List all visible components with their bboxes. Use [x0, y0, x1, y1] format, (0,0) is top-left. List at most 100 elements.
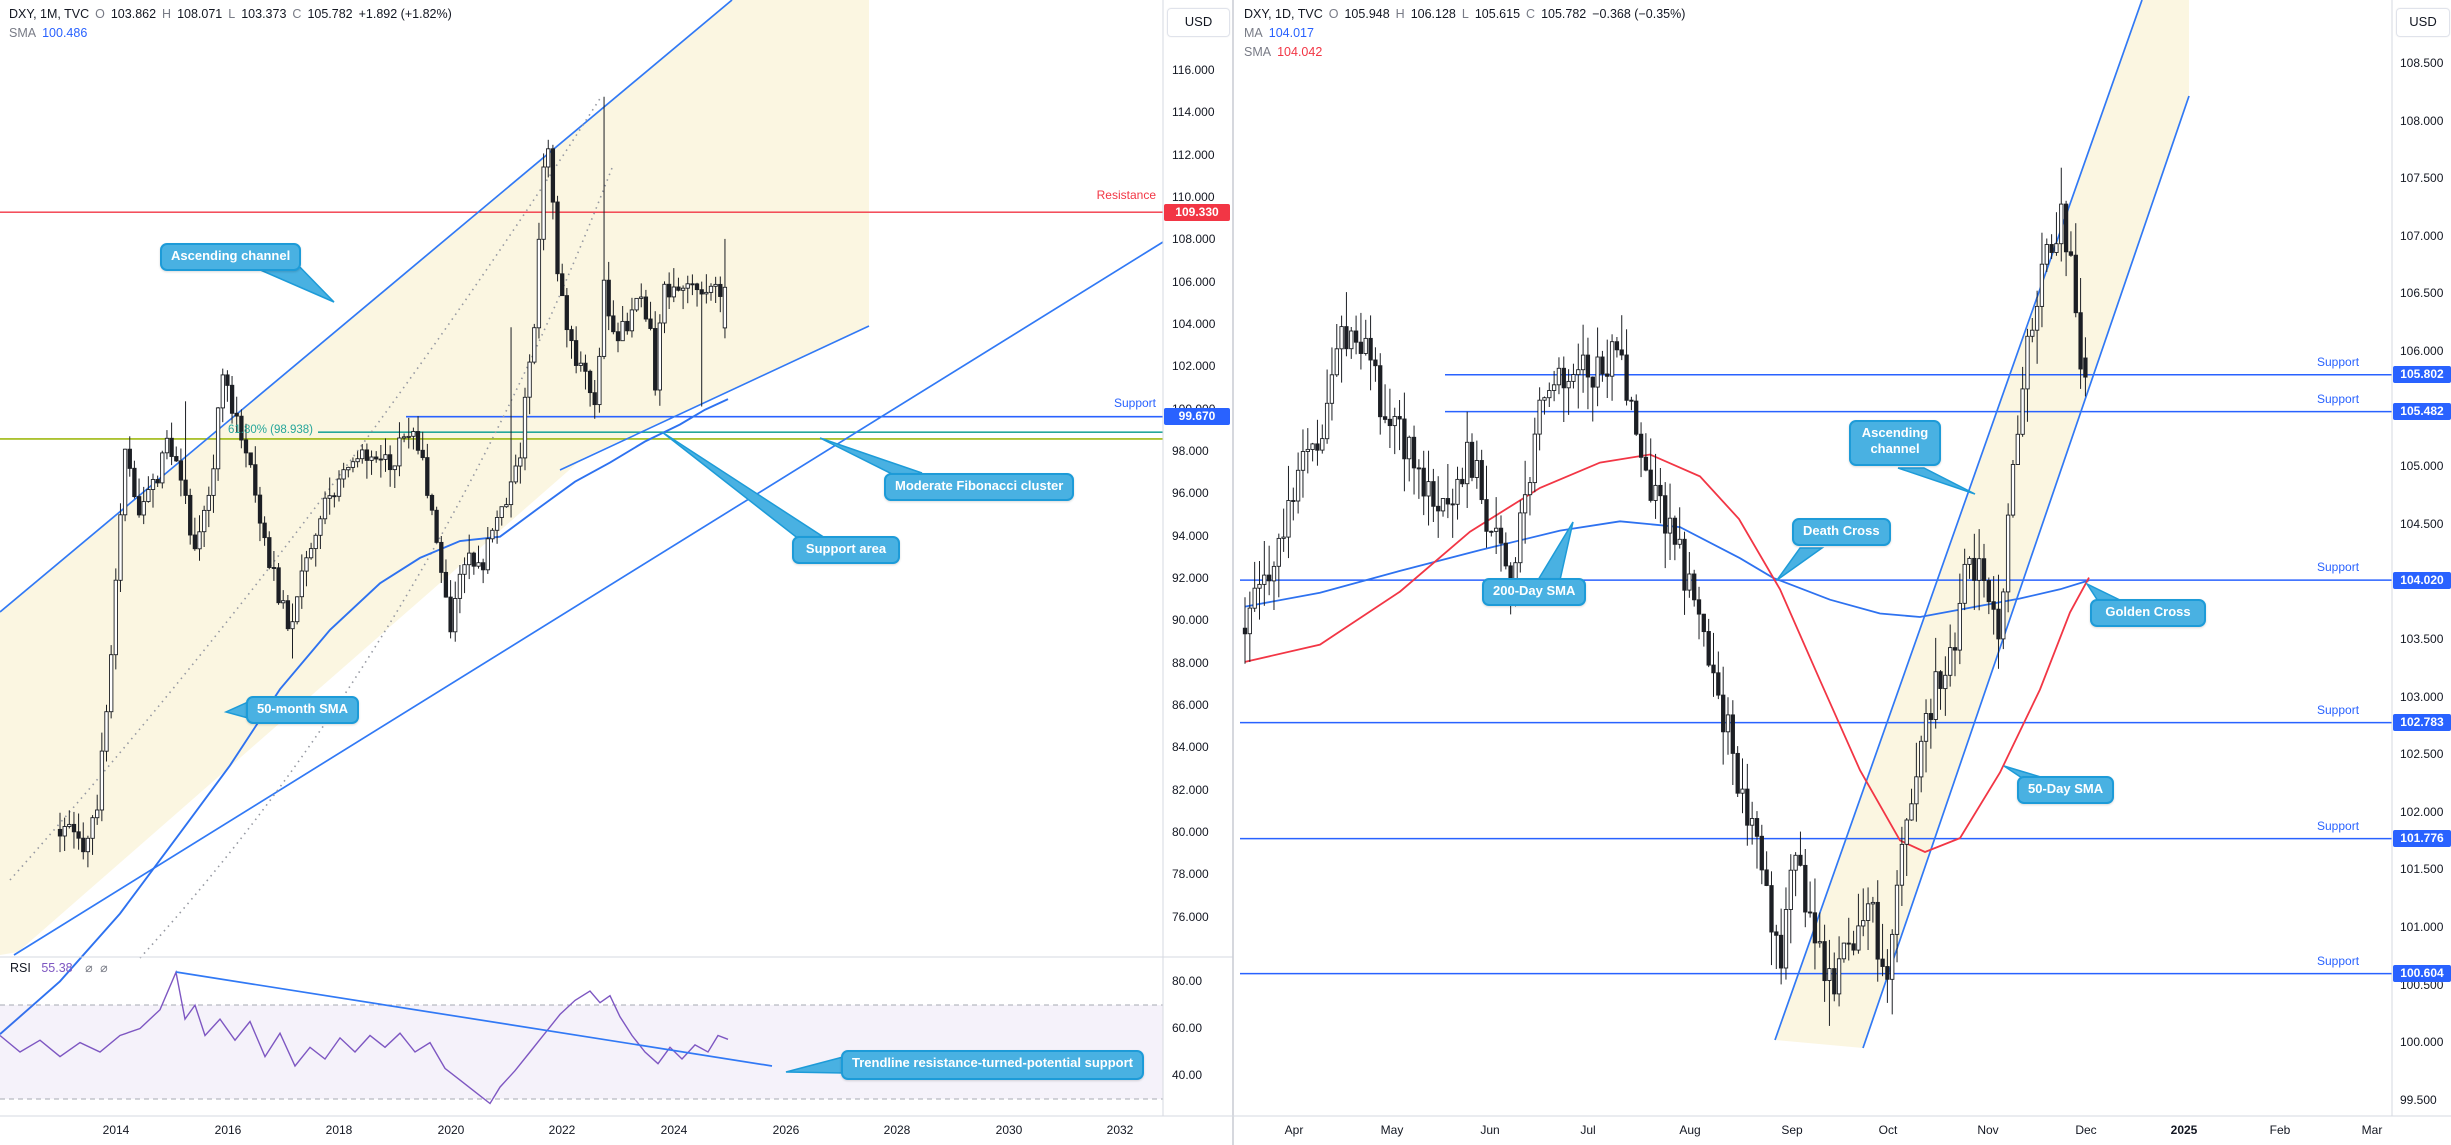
right-time-label: Feb [2269, 1123, 2291, 1137]
candle-body [1600, 356, 1605, 375]
candle-body [657, 322, 662, 391]
left-axis-currency-button[interactable]: USD [1167, 8, 1230, 37]
candle-body [1943, 674, 1948, 690]
candle-body [2044, 244, 2049, 265]
candle-body [1363, 337, 1368, 354]
candle-body [420, 449, 425, 459]
rsi-legend[interactable]: RSI 55.38 ⌀ ⌀ [10, 960, 110, 975]
candle-body [680, 287, 686, 291]
candle-body [1382, 416, 1388, 420]
candle-body [188, 494, 193, 536]
callout-death-cross[interactable]: Death Cross [1792, 518, 1891, 546]
candle-body [425, 457, 430, 496]
left-axis-tick: 82.000 [1172, 783, 1209, 797]
right-support-label: Support [2317, 392, 2360, 406]
candle-body [1677, 538, 1682, 545]
candle-body [304, 557, 309, 572]
right-axis-tick: 102.000 [2400, 805, 2444, 819]
candle-body [653, 328, 658, 391]
left-support-trendline [559, 325, 870, 471]
candle-body [1436, 505, 1441, 512]
candle-body [518, 457, 523, 467]
candle-body [508, 481, 514, 506]
candle-body [1634, 400, 1639, 435]
left-axis-tick: 76.000 [1172, 910, 1209, 924]
indicator-legend-part: 100.486 [42, 26, 88, 40]
candle-body [1421, 467, 1426, 497]
right-axis-tick: 108.000 [2400, 114, 2444, 128]
right-time-label: Jun [1480, 1123, 1500, 1137]
candle-body [1580, 354, 1586, 371]
right-time-label: Nov [1977, 1123, 1999, 1137]
callout-200-day-sma[interactable]: 200-Day SMA [1482, 578, 1587, 606]
callout-golden-cross[interactable]: Golden Cross [2090, 599, 2206, 627]
legend-part: −0.368 (−0.35%) [1592, 7, 1686, 21]
right-axis-tick: 106.500 [2400, 286, 2444, 300]
candle-body [1899, 843, 1905, 886]
candle-body [1585, 354, 1591, 378]
left-time-label: 2032 [1106, 1123, 1134, 1137]
left-time-label: 2026 [772, 1123, 800, 1137]
fib-level-label: 61.80% (98.938) [227, 424, 313, 436]
candle-body [1614, 341, 1620, 351]
callout-tail-4 [819, 437, 923, 478]
support-price-tag: 99.670 [1164, 408, 1230, 425]
candle-body [1373, 359, 1378, 367]
candle-body [1851, 943, 1856, 951]
left-chart-legend[interactable]: DXY, 1M, TVC O 103.862 H 108.071 L 103.373 C 105… [9, 5, 458, 43]
callout-trendline-resistance-turned-potential-support[interactable]: Trendline resistance-turned-potential su… [841, 1050, 1144, 1080]
callout-moderate-fibonacci-cluster[interactable]: Moderate Fibonacci cluster [884, 473, 1075, 501]
candle-body [1846, 942, 1851, 945]
candle-body [1498, 527, 1504, 544]
candle-body [2078, 312, 2083, 370]
legend-part: H [1395, 7, 1405, 21]
candle-body [118, 514, 123, 581]
candle-body [1426, 481, 1431, 497]
right-time-label: May [1380, 1123, 1404, 1137]
candle-body [1518, 512, 1523, 564]
rsi-axis-tick: 80.00 [1172, 974, 1203, 988]
candle-body [318, 518, 323, 536]
callout-50-month-sma[interactable]: 50-month SMA [246, 696, 359, 724]
candle-body [1295, 469, 1301, 502]
candle-body [2010, 464, 2016, 516]
candle-body [1967, 557, 1972, 565]
callout-50-day-sma[interactable]: 50-Day SMA [2017, 776, 2115, 804]
candle-body [439, 541, 444, 573]
candle-body [480, 562, 486, 571]
candle-body [415, 431, 421, 451]
candle-body [1242, 627, 1248, 635]
candle-body [378, 458, 383, 461]
candle-body [1923, 713, 1929, 742]
callout-support-area[interactable]: Support area [792, 536, 900, 564]
legend-part: 105.782 [307, 7, 353, 21]
right-axis-tick: 108.500 [2400, 56, 2444, 70]
rsi-settings-icons[interactable]: ⌀ ⌀ [85, 961, 110, 975]
candle-body [1687, 573, 1692, 591]
candle-body [1832, 968, 1837, 995]
dotted-trend-arc-2 [139, 167, 613, 959]
candle-body [374, 456, 379, 460]
candle-body [1469, 441, 1475, 478]
candle-body [722, 286, 728, 329]
candle-body [234, 412, 239, 417]
candle-body [1783, 909, 1789, 969]
callout-tail-3 [661, 431, 824, 541]
candle-body [457, 573, 463, 599]
candle-body [1962, 563, 1967, 604]
candle-body [1609, 341, 1615, 377]
right-chart-legend[interactable]: DXY, 1D, TVC O 105.948 H 106.128 L 105.615 C 105… [1244, 5, 1691, 62]
candle-body [211, 468, 216, 496]
right-axis-currency-button[interactable]: USD [2396, 8, 2450, 37]
callout-ascending-channel[interactable]: Ascending channel [1849, 420, 1941, 466]
callout-ascending-channel[interactable]: Ascending channel [160, 243, 302, 271]
candle-body [1339, 326, 1344, 350]
candle-body [1595, 356, 1600, 388]
callout-tail-7 [1776, 547, 1825, 581]
candle-body [1672, 517, 1678, 545]
candle-body [1885, 966, 1890, 980]
candle-body [322, 497, 328, 520]
left-axis-tick: 116.000 [1172, 63, 1215, 77]
rsi-axis-tick: 60.00 [1172, 1021, 1203, 1035]
